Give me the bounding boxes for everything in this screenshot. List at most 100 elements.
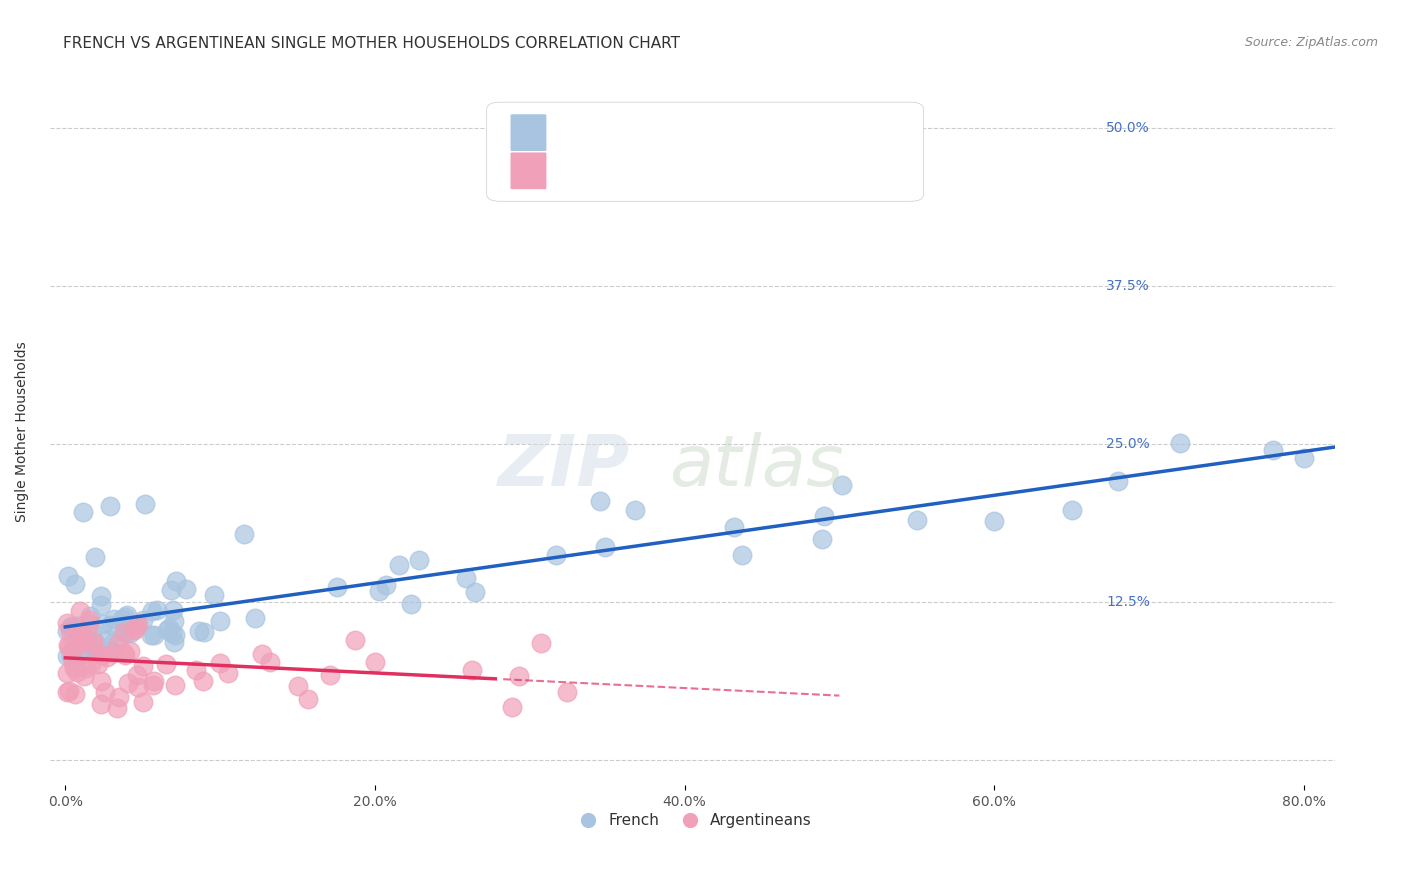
Argentineans (56, 684, 79, 698)
French (65, 648, 87, 663)
Argentineans (112, 625, 135, 640)
Text: R =  0.294   N = 87: R = 0.294 N = 87 (564, 125, 713, 140)
Argentineans (62, 656, 84, 670)
French (72, 505, 94, 519)
Argentineans (163, 678, 186, 692)
Argentineans (132, 695, 155, 709)
French (79, 608, 101, 623)
Argentineans (82, 638, 104, 652)
French (65, 632, 87, 646)
French (76, 642, 98, 657)
Argentineans (209, 656, 232, 670)
Argentineans (127, 668, 149, 682)
French (187, 624, 209, 639)
French (76, 626, 98, 640)
French (165, 574, 187, 589)
French (160, 626, 183, 640)
French (141, 604, 163, 618)
French (243, 610, 266, 624)
Argentineans (90, 674, 112, 689)
French (97, 632, 120, 646)
French (84, 636, 107, 650)
French (112, 617, 135, 632)
Argentineans (63, 661, 86, 675)
French (58, 569, 80, 583)
Argentineans (117, 676, 139, 690)
French (813, 508, 835, 523)
Argentineans (319, 668, 342, 682)
Argentineans (80, 657, 103, 671)
French (208, 615, 231, 629)
Argentineans (143, 674, 166, 689)
Argentineans (94, 685, 117, 699)
Argentineans (131, 659, 153, 673)
French (70, 648, 93, 663)
Argentineans (82, 634, 104, 648)
French (731, 548, 754, 562)
Argentineans (155, 657, 177, 671)
Argentineans (184, 663, 207, 677)
Argentineans (103, 646, 125, 660)
French (163, 628, 186, 642)
French (1060, 502, 1083, 516)
French (60, 621, 83, 635)
French (67, 645, 90, 659)
Argentineans (66, 665, 89, 679)
Text: ZIP: ZIP (498, 432, 630, 501)
Argentineans (87, 657, 110, 672)
French (1292, 451, 1315, 466)
French (1168, 436, 1191, 450)
French (193, 625, 215, 640)
French (132, 613, 155, 627)
French (593, 540, 616, 554)
Text: R = -0.222   N = 68: R = -0.222 N = 68 (564, 163, 714, 178)
Argentineans (259, 655, 281, 669)
Text: 50.0%: 50.0% (1107, 121, 1150, 135)
French (1261, 443, 1284, 458)
French (905, 513, 928, 527)
French (174, 582, 197, 597)
French (56, 624, 79, 639)
French (125, 616, 148, 631)
French (82, 624, 104, 638)
Argentineans (70, 632, 93, 646)
Argentineans (56, 616, 79, 631)
French (157, 621, 180, 635)
French (91, 617, 114, 632)
Argentineans (58, 684, 80, 698)
Argentineans (461, 663, 484, 677)
Argentineans (91, 648, 114, 662)
Argentineans (364, 656, 387, 670)
Argentineans (508, 668, 530, 682)
Argentineans (125, 621, 148, 635)
Argentineans (58, 640, 80, 654)
Argentineans (252, 647, 274, 661)
Argentineans (287, 679, 309, 693)
Argentineans (127, 680, 149, 694)
French (163, 635, 186, 649)
Argentineans (90, 698, 112, 712)
French (62, 646, 84, 660)
French (588, 493, 610, 508)
French (134, 497, 156, 511)
Argentineans (344, 633, 367, 648)
French (103, 635, 125, 649)
Argentineans (69, 604, 91, 618)
French (67, 636, 90, 650)
French (624, 503, 647, 517)
French (103, 612, 125, 626)
French (454, 571, 477, 585)
Argentineans (73, 635, 96, 649)
French (160, 583, 183, 598)
Argentineans (96, 649, 118, 664)
French (124, 617, 146, 632)
French (546, 549, 568, 563)
French (60, 619, 83, 633)
French (63, 577, 86, 591)
FancyBboxPatch shape (486, 103, 924, 202)
French (120, 625, 142, 640)
Argentineans (62, 643, 84, 657)
French (117, 608, 139, 623)
Argentineans (127, 617, 149, 632)
Argentineans (73, 669, 96, 683)
